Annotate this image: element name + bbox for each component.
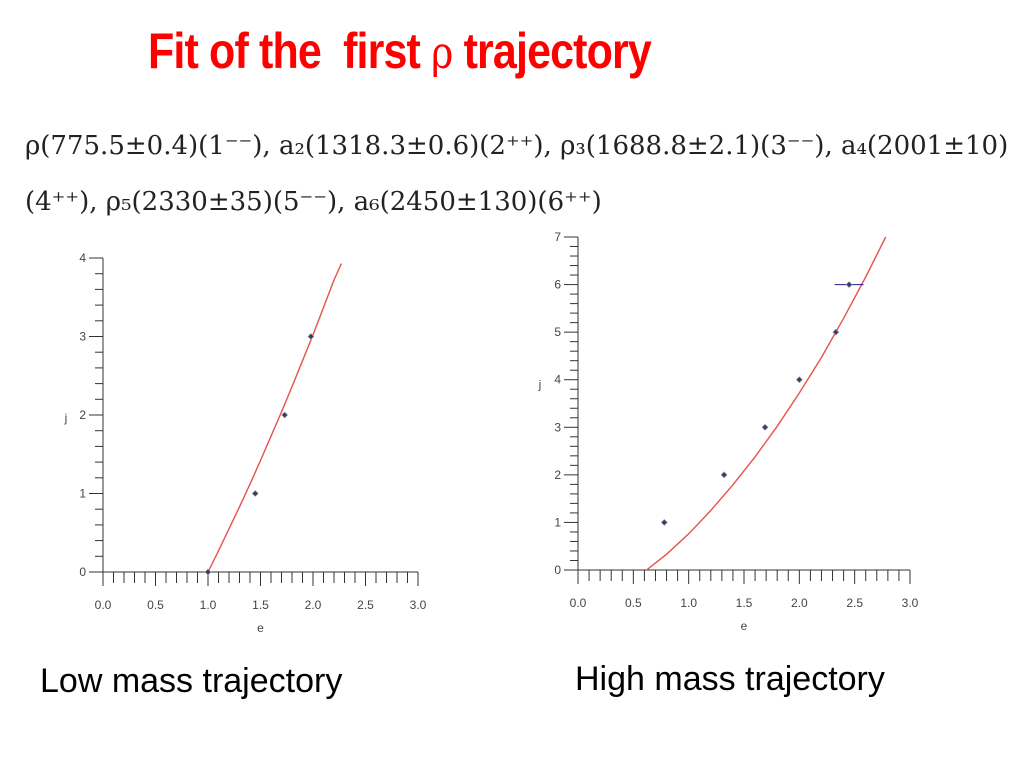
x-tick-label: 2.0 <box>305 598 322 612</box>
caption-low-mass: Low mass trajectory <box>40 662 343 700</box>
y-tick-label: 3 <box>79 330 86 344</box>
x-tick-label: 1.0 <box>200 598 217 612</box>
y-tick-label: 0 <box>554 563 561 577</box>
y-tick-label: 4 <box>79 251 86 265</box>
x-tick-label: 1.5 <box>736 596 753 610</box>
data-point <box>204 568 212 576</box>
y-tick-label: 6 <box>554 278 561 292</box>
data-point <box>761 423 769 431</box>
y-tick-label: 4 <box>554 373 561 387</box>
x-tick-label: 0.0 <box>570 596 587 610</box>
x-tick-label: 1.5 <box>252 598 269 612</box>
x-tick-label: 2.5 <box>357 598 374 612</box>
data-point <box>251 490 259 497</box>
y-axis-label: j <box>538 378 542 392</box>
data-point <box>795 376 803 384</box>
data-point <box>660 519 668 526</box>
data-point <box>832 328 840 336</box>
data-point <box>720 471 728 479</box>
x-tick-label: 3.0 <box>410 598 427 612</box>
x-tick-label: 2.5 <box>846 596 863 610</box>
y-tick-label: 5 <box>554 325 561 339</box>
data-point <box>845 281 853 288</box>
y-tick-label: 2 <box>554 468 561 482</box>
slide-title: Fit of the first ρ trajectory <box>148 22 652 80</box>
title-rho-symbol: ρ <box>431 28 453 79</box>
resonance-formula: ρ(775.5±0.4)(1⁻⁻), a₂(1318.3±0.6)(2⁺⁺), … <box>25 131 1009 217</box>
x-tick-label: 0.0 <box>95 598 112 612</box>
y-tick-label: 2 <box>79 408 86 422</box>
x-axis-label: e <box>741 619 748 633</box>
fit-curve <box>646 236 887 571</box>
x-tick-label: 1.0 <box>680 596 697 610</box>
fit-curve <box>207 263 343 573</box>
data-point <box>307 333 315 340</box>
x-tick-label: 3.0 <box>902 596 919 610</box>
x-tick-label: 0.5 <box>625 596 642 610</box>
x-tick-label: 2.0 <box>791 596 808 610</box>
y-tick-label: 3 <box>554 420 561 434</box>
title-prefix: Fit of the first <box>148 23 432 79</box>
caption-high-mass: High mass trajectory <box>575 660 885 698</box>
y-axis-label: j <box>64 411 68 425</box>
x-axis-label: e <box>257 621 264 635</box>
x-tick-label: 0.5 <box>147 598 164 612</box>
y-tick-label: 7 <box>554 230 561 244</box>
y-tick-label: 1 <box>79 487 86 501</box>
title-suffix: trajectory <box>452 23 652 79</box>
data-point <box>281 411 289 419</box>
y-tick-label: 1 <box>554 515 561 529</box>
y-tick-label: 0 <box>79 565 86 579</box>
